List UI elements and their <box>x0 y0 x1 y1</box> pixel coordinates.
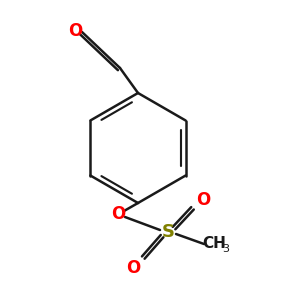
Text: S: S <box>161 223 175 241</box>
Text: 3: 3 <box>223 244 230 254</box>
Text: O: O <box>68 22 82 40</box>
Text: CH: CH <box>202 236 226 250</box>
Text: O: O <box>126 259 140 277</box>
Text: O: O <box>196 191 210 209</box>
Text: O: O <box>111 205 125 223</box>
